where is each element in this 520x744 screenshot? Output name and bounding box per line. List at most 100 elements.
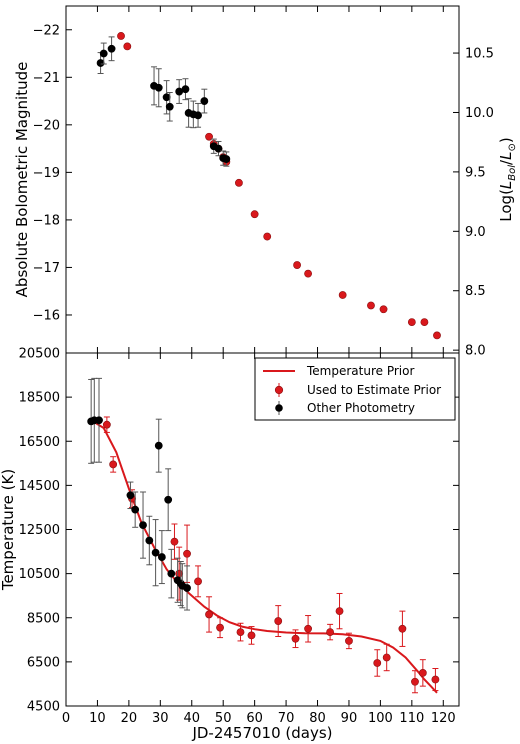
- temperature-data-point: [95, 416, 103, 425]
- temperature-axis-ticks: 4500650085001050012500145001650018500205…: [19, 347, 459, 726]
- temperature-data-point: [274, 617, 283, 625]
- temperature-data-point: [247, 631, 256, 640]
- temperature-data-point: [170, 537, 179, 546]
- x-tick-label: 100: [368, 711, 393, 726]
- luminosity-y-tick-label: −17: [33, 261, 60, 276]
- luminosity-right-axis-label: Log(LBol/L⊙): [497, 137, 518, 221]
- temperature-data-point: [431, 675, 440, 684]
- temperature-data-point: [418, 669, 427, 677]
- luminosity-y-tick-label: −18: [33, 213, 60, 228]
- temperature-y-tick-label: 18500: [19, 391, 60, 406]
- temperature-data-point: [183, 584, 191, 592]
- luminosity-y-tick-label: −22: [33, 23, 60, 38]
- luminosity-data-point: [194, 111, 202, 120]
- legend-swatch-marker: [274, 385, 284, 395]
- temperature-data-point: [164, 495, 173, 504]
- temperature-data-point: [175, 569, 184, 578]
- temperature-data-point: [205, 610, 213, 619]
- luminosity-data-point: [433, 331, 441, 340]
- luminosity-data-point: [123, 42, 132, 51]
- luminosity-data-point: [99, 49, 108, 58]
- temperature-data-point: [382, 653, 391, 662]
- x-tick-label: 110: [399, 711, 424, 726]
- x-tick-label: 80: [309, 711, 326, 726]
- luminosity-panel: −16 −17 −18 −19 −20 −21 −22 8.0 8.5 9.0 9.5 10.0 10.…: [13, 5, 518, 359]
- luminosity-data-point: [420, 318, 429, 327]
- temperature-data-point: [131, 505, 140, 514]
- luminosity-data-point: [407, 318, 416, 327]
- temperature-data-point: [335, 607, 344, 616]
- luminosity-data-point: [205, 132, 213, 141]
- temperature-data-point: [109, 460, 118, 469]
- luminosity-data-point: [250, 210, 259, 219]
- luminosity-data-point: [222, 155, 231, 163]
- temperature-data-point: [102, 420, 111, 429]
- luminosity-y-tick-label: −20: [33, 118, 60, 133]
- luminosity-data-point: [96, 59, 105, 67]
- luminosity-y-tick-label: −21: [33, 71, 60, 86]
- x-tick-label: 30: [152, 711, 169, 726]
- legend-swatch-marker: [275, 404, 283, 412]
- temperature-y-tick-label: 4500: [27, 700, 60, 715]
- luminosity-right-tick-label: 8.0: [465, 344, 486, 359]
- luminosity-right-tick-label: 10.5: [465, 47, 494, 62]
- legend-swatch-other-photometry: [275, 401, 283, 415]
- luminosity-right-tick-label: 9.5: [465, 165, 486, 180]
- legend-box: [254, 357, 456, 421]
- legend-label-used-to-estimate: Used to Estimate Prior: [307, 383, 441, 397]
- temperature-data-point: [157, 553, 166, 561]
- luminosity-right-tick-label: 10.0: [465, 106, 494, 121]
- x-tick-label: 50: [215, 711, 232, 726]
- x-tick-label: 60: [246, 711, 263, 726]
- legend: Temperature Prior Used to Estimate Prior…: [254, 357, 456, 421]
- x-tick-label: 120: [431, 711, 456, 726]
- luminosity-data-point: [181, 85, 190, 94]
- luminosity-data-point: [117, 32, 125, 40]
- temperature-y-tick-label: 8500: [27, 611, 60, 626]
- temperature-data-point: [151, 548, 160, 557]
- luminosity-data-point: [214, 144, 223, 153]
- x-tick-label: 70: [278, 711, 295, 726]
- temperature-panel: 4500650085001050012500145001650018500205…: [0, 347, 460, 742]
- temperature-data-point: [236, 628, 245, 636]
- temperature-data-point: [139, 521, 147, 529]
- temperature-data-point: [154, 441, 163, 450]
- x-tick-label: 20: [121, 711, 138, 726]
- temperature-data-point: [326, 628, 334, 636]
- luminosity-data-point: [162, 93, 171, 102]
- temperature-data-marks: [87, 377, 440, 694]
- luminosity-y-tick-label: −19: [33, 166, 60, 181]
- luminosity-right-tick-label: 9.0: [465, 225, 486, 240]
- temperature-y-tick-label: 12500: [19, 523, 60, 538]
- temperature-data-point: [167, 569, 176, 578]
- temperature-data-point: [126, 491, 135, 500]
- temperature-data-point: [216, 623, 224, 632]
- luminosity-data-point: [165, 102, 174, 111]
- x-tick-label: 90: [341, 711, 358, 726]
- luminosity-data-point: [379, 305, 388, 314]
- temperature-y-axis-label: Temperature (K): [0, 469, 17, 591]
- temperature-y-tick-label: 14500: [19, 479, 60, 494]
- luminosity-axis-ticks: −16 −17 −18 −19 −20 −21 −22 8.0 8.5 9.0 9.5 10.0 10.…: [33, 6, 494, 359]
- x-tick-label: 0: [62, 711, 70, 726]
- temperature-data-point: [398, 624, 407, 633]
- temperature-data-point: [304, 624, 312, 633]
- temperature-y-tick-label: 20500: [19, 347, 60, 362]
- temperature-y-tick-label: 10500: [19, 567, 60, 582]
- x-tick-label: 40: [183, 711, 200, 726]
- luminosity-data-point: [200, 97, 209, 105]
- luminosity-right-tick-label: 8.5: [465, 284, 486, 299]
- x-axis-label: JD-2457010 (days): [191, 724, 332, 742]
- luminosity-data-point: [154, 83, 163, 92]
- temperature-data-point: [411, 677, 419, 686]
- luminosity-y-tick-label: −16: [33, 308, 60, 323]
- luminosity-data-marks: [96, 32, 441, 340]
- luminosity-data-point: [235, 178, 243, 187]
- temperature-data-point: [183, 549, 191, 558]
- temperature-data-point: [145, 536, 154, 545]
- temperature-plot-frame: [65, 352, 460, 707]
- legend-swatch-used-to-estimate: [274, 383, 284, 397]
- temperature-data-point: [373, 659, 382, 667]
- temperature-y-tick-label: 16500: [19, 435, 60, 450]
